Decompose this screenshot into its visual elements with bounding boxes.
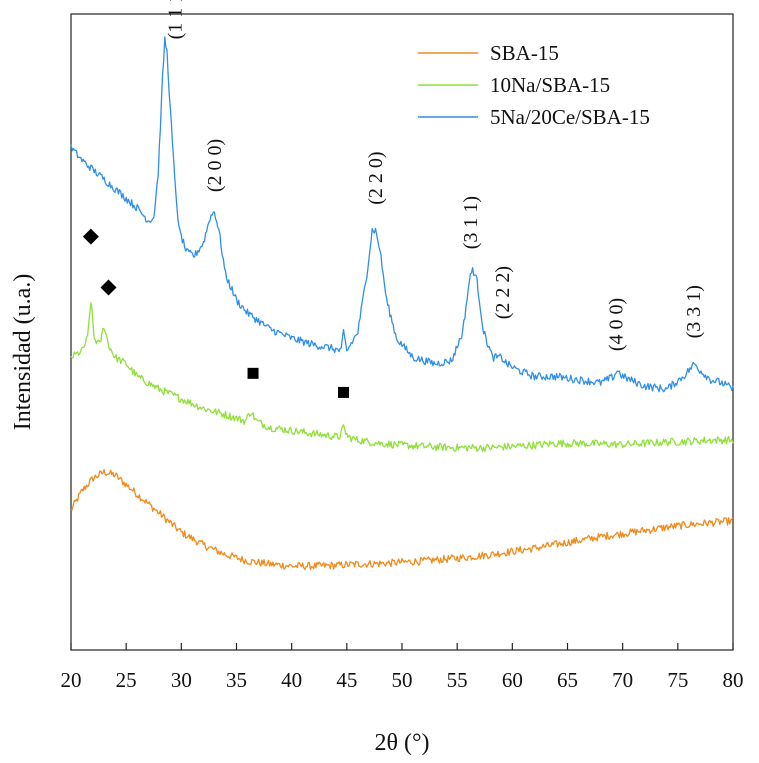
- legend: SBA-15 10Na/SBA-15 5Na/20Ce/SBA-15: [418, 41, 650, 129]
- series-line-0: [70, 468, 734, 571]
- x-tick-label: 70: [612, 668, 633, 692]
- x-tick-label: 65: [557, 668, 578, 692]
- square-marker: [247, 367, 259, 379]
- peak-label: (3 1 1): [460, 196, 482, 249]
- legend-label: SBA-15: [490, 41, 559, 65]
- peak-label: (3 3 1): [683, 285, 705, 338]
- legend-label: 5Na/20Ce/SBA-15: [490, 105, 650, 129]
- x-tick-label: 45: [336, 668, 357, 692]
- y-axis-label: Intensidad (u.a.): [10, 274, 36, 431]
- x-tick-label: 25: [116, 668, 137, 692]
- peak-label: (2 2 0): [365, 151, 387, 204]
- x-tick-label: 50: [392, 668, 413, 692]
- peak-label: (4 0 0): [606, 298, 628, 351]
- series-line-2: [70, 36, 734, 393]
- x-tick-label: 35: [226, 668, 247, 692]
- x-axis-ticks: 20 25 30 35 40 45 50 55 60 65 70 75 80: [61, 643, 744, 692]
- series-line-1: [70, 302, 734, 453]
- x-tick-label: 20: [61, 668, 82, 692]
- x-tick-label: 75: [667, 668, 688, 692]
- x-axis-label: 2θ (°): [374, 730, 429, 756]
- peak-label: (1 1 1): [164, 0, 186, 39]
- diamond-marker: [82, 228, 99, 245]
- series-layer: [70, 36, 734, 571]
- peak-labels: (1 1 1) (2 0 0) (2 2 0) (3 1 1) (2 2 2) (4 0 …: [164, 0, 705, 351]
- peak-label: (2 0 0): [204, 139, 226, 192]
- legend-label: 10Na/SBA-15: [490, 73, 610, 97]
- diamond-marker: [100, 279, 117, 296]
- x-tick-label: 40: [281, 668, 302, 692]
- x-tick-label: 60: [502, 668, 523, 692]
- x-tick-label: 30: [171, 668, 192, 692]
- square-marker: [338, 386, 350, 398]
- peak-label: (2 2 2): [492, 266, 514, 319]
- x-tick-label: 55: [447, 668, 468, 692]
- x-tick-label: 80: [723, 668, 744, 692]
- phase-markers: [82, 228, 350, 398]
